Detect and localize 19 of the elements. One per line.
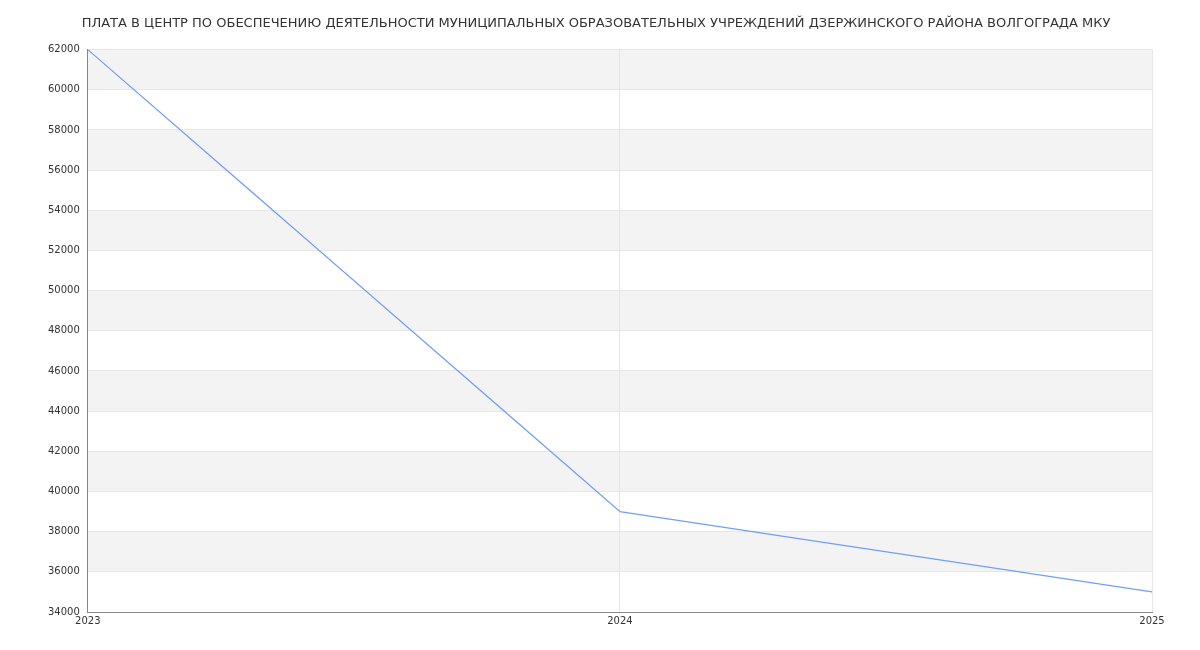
x-tick-label: 2023 [75,614,101,626]
y-tick-label: 54000 [48,203,80,215]
y-tick-label: 62000 [48,43,80,55]
x-tick-label: 2025 [1139,614,1165,626]
y-tick-label: 36000 [48,565,80,577]
y-tick-label: 46000 [48,364,80,376]
y-tick-label: 60000 [48,83,80,95]
y-tick-label: 58000 [48,123,80,135]
y-tick-label: 48000 [48,324,80,336]
x-tick-label: 2024 [607,614,633,626]
y-tick-label: 38000 [48,525,80,537]
y-tick-label: 50000 [48,284,80,296]
y-tick-label: 52000 [48,244,80,256]
y-tick-label: 56000 [48,163,80,175]
y-tick-label: 44000 [48,404,80,416]
y-tick-label: 40000 [48,485,80,497]
y-tick-label: 42000 [48,444,80,456]
chart-title: ПЛАТА В ЦЕНТР ПО ОБЕСПЕЧЕНИЮ ДЕЯТЕЛЬНОСТИ МУНИЦИПАЛЬНЫХ ОБРАЗОВАТЕЛЬНЫХ УЧРЕЖДЕНИЙ ДЗЕРЖИНСКОГО РАЙОНА ВОЛГОГРАДА МКУ [81,15,1111,31]
y-tick-label: 34000 [48,605,80,617]
